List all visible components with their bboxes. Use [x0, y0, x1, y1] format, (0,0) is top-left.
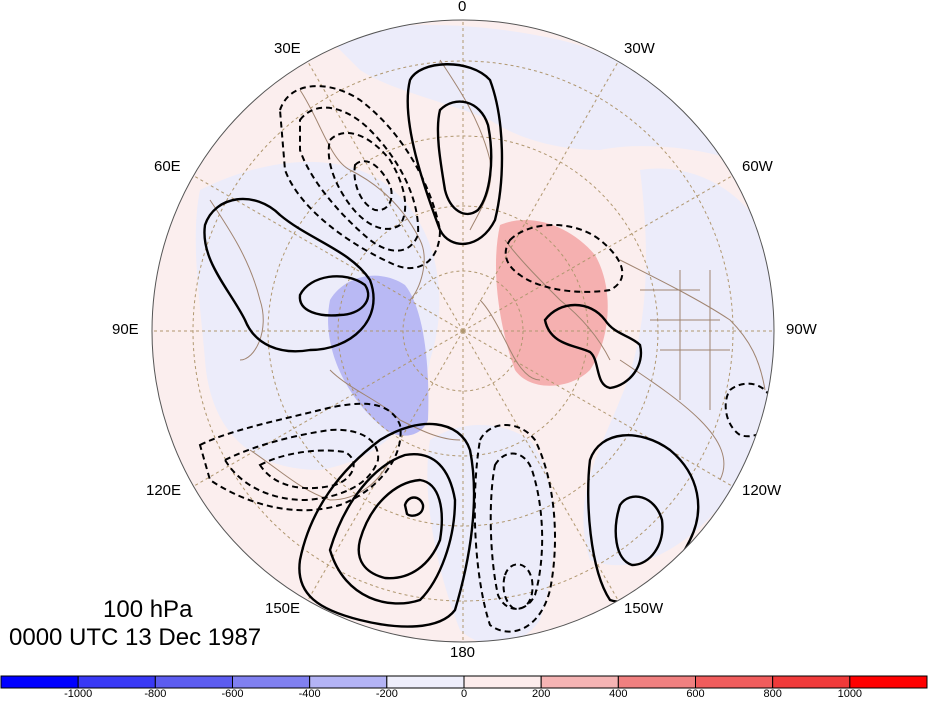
colorbar [0, 675, 928, 689]
colorbar-tick-label: -800 [144, 688, 167, 700]
level-title: 100 hPa [103, 596, 193, 623]
shade-negative-region [583, 168, 774, 566]
lon-label-180: 180 [450, 644, 476, 661]
lon-label-30e: 30E [274, 40, 301, 57]
lon-label-120e: 120E [146, 482, 182, 499]
colorbar-segment [232, 675, 311, 689]
colorbar-segment [772, 675, 851, 689]
map-border [151, 19, 775, 643]
colorbar-segment [154, 675, 233, 689]
shade-negative-region [330, 25, 760, 170]
lon-label-120w: 120W [742, 482, 782, 499]
colorbar-segment [849, 675, 928, 689]
lon-label-0: 0 [458, 0, 467, 15]
shade-negative-strong [328, 275, 429, 436]
graticule [152, 20, 774, 642]
lon-label-60w: 60W [742, 158, 773, 175]
colorbar-tick-label: 0 [460, 688, 468, 700]
contours-negative [198, 85, 774, 633]
lon-label-150w: 150W [624, 600, 664, 617]
shade-positive-strong [495, 219, 608, 386]
colorbar-segment [540, 675, 619, 689]
colorbar-segment [617, 675, 696, 689]
shading-layer [152, 20, 774, 642]
contours-positive [203, 63, 700, 628]
colorbar-segment [463, 675, 542, 689]
lon-label-30w: 30W [624, 40, 655, 57]
time-title: 0000 UTC 13 Dec 1987 [9, 624, 262, 651]
colorbar-tick-label: -600 [221, 688, 244, 700]
lon-label-60e: 60E [154, 158, 181, 175]
lon-label-90w: 90W [786, 321, 817, 338]
lon-label-90e: 90E [112, 321, 139, 338]
colorbar-tick-label: -200 [375, 688, 398, 700]
colorbar-tick-label: 800 [763, 688, 782, 700]
colorbar-tick-label: 400 [609, 688, 628, 700]
colorbar-segment [386, 675, 465, 689]
colorbar-segment [77, 675, 156, 689]
colorbar-tick-label: 1000 [837, 688, 863, 700]
lon-label-150e: 150E [265, 600, 301, 617]
colorbar-tick-label: -400 [298, 688, 321, 700]
colorbar-tick-label: 200 [531, 688, 551, 700]
coastlines [209, 59, 766, 501]
colorbar-segment [695, 675, 774, 689]
colorbar-tick-label: 600 [686, 688, 705, 700]
colorbar-tick-label: -1000 [64, 688, 93, 700]
colorbar-segment [0, 675, 79, 689]
colorbar-segment [309, 675, 388, 689]
